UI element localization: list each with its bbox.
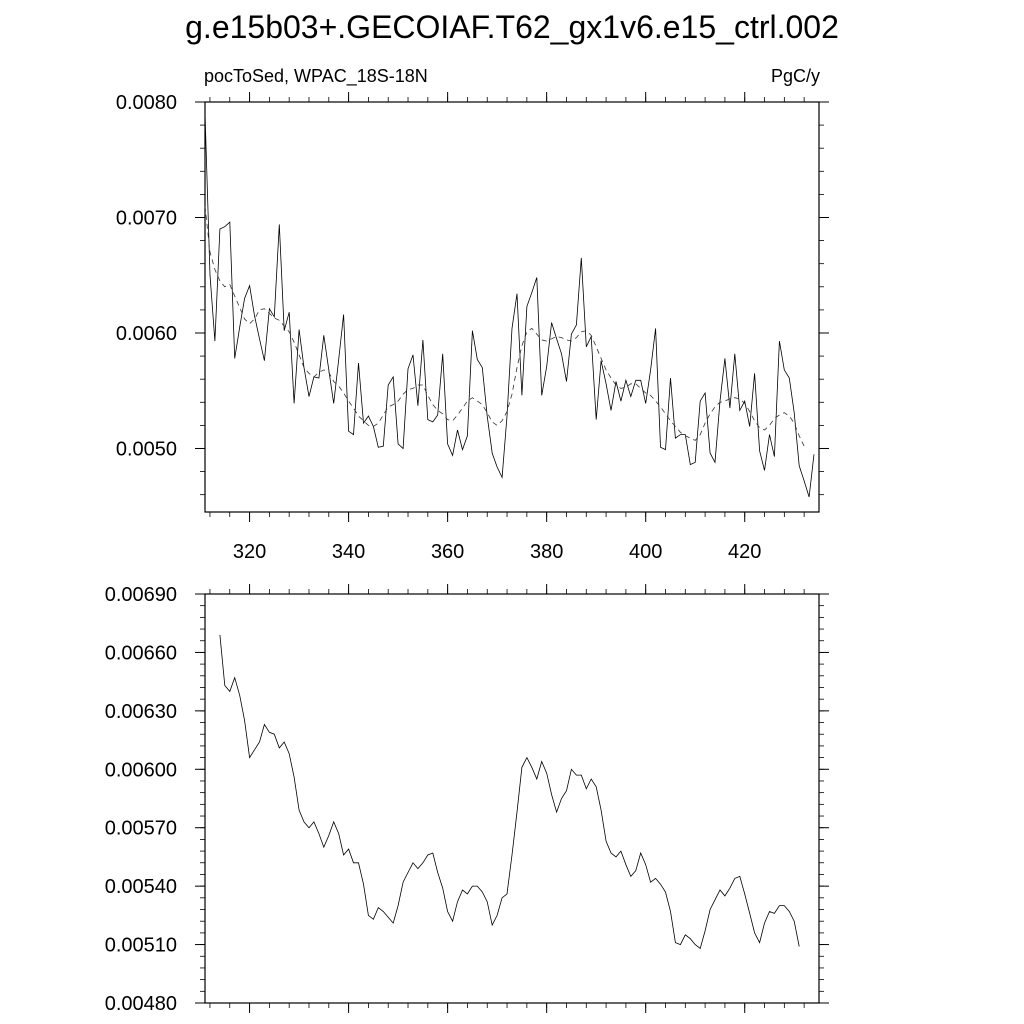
bottom-plot-frame bbox=[204, 593, 820, 1004]
top-panel: 320 340 360 380 400 420 0.0050 0.0060 0.0070 0.00… bbox=[116, 92, 829, 563]
top-ytick-label: 0.0060 bbox=[116, 323, 177, 345]
top-ytick-label: 0.0070 bbox=[116, 207, 177, 229]
bottom-ytick-label: 0.00480 bbox=[105, 993, 177, 1015]
bottom-ytick-label: 0.00600 bbox=[105, 759, 177, 781]
top-xtick-label: 320 bbox=[233, 541, 266, 563]
top-xtick-label: 420 bbox=[728, 541, 761, 563]
top-xtick-label: 380 bbox=[530, 541, 563, 563]
top-plot-frame bbox=[204, 101, 820, 513]
top-panel-left-label: pocToSed, WPAC_18S-18N bbox=[204, 66, 428, 87]
top-xtick-label: 360 bbox=[431, 541, 464, 563]
top-panel-right-label: PgC/y bbox=[771, 66, 820, 86]
top-series-dashed-line bbox=[204, 205, 805, 447]
bottom-ytick-label: 0.00660 bbox=[105, 642, 177, 664]
top-series-solid-line bbox=[204, 113, 815, 498]
top-xtick-label: 340 bbox=[332, 541, 365, 563]
bottom-panel: 0.00480 0.00510 0.00540 0.00570 0.00600 0.006… bbox=[105, 584, 829, 1015]
bottom-ytick-label: 0.00540 bbox=[105, 876, 177, 898]
bottom-ytick-label: 0.00630 bbox=[105, 701, 177, 723]
top-ytick-label: 0.0080 bbox=[116, 92, 177, 114]
bottom-ytick-label: 0.00570 bbox=[105, 818, 177, 840]
bottom-ytick-label: 0.00690 bbox=[105, 584, 177, 606]
bottom-series-solid-line bbox=[219, 634, 800, 950]
top-ytick-label: 0.0050 bbox=[116, 438, 177, 460]
top-xtick-label: 400 bbox=[629, 541, 662, 563]
bottom-ytick-label: 0.00510 bbox=[105, 935, 177, 957]
main-title: g.e15b03+.GECOIAF.T62_gx1v6.e15_ctrl.002 bbox=[185, 9, 839, 45]
